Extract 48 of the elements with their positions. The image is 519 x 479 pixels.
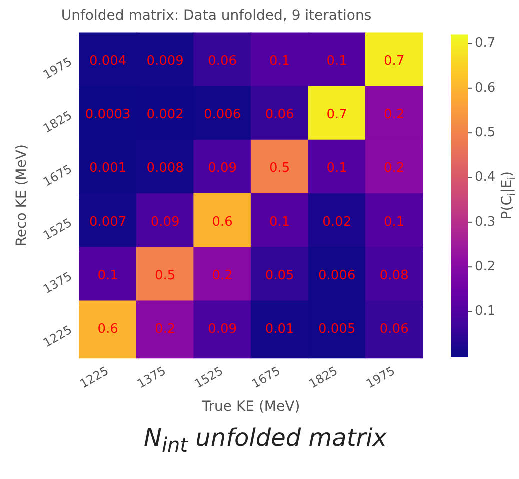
data-label: 0.7 [384, 54, 405, 69]
data-label: 0.06 [265, 108, 294, 123]
color-bar-label: 0.6 [475, 80, 496, 96]
color-bar-label: 0.2 [475, 259, 496, 274]
data-label: 0.02 [322, 214, 352, 230]
data-label: 0.6 [212, 214, 233, 230]
data-label: 0.0003 [85, 108, 131, 123]
data-label: 0.05 [265, 268, 294, 284]
data-label: 0.06 [380, 322, 409, 338]
y-axis-title: Reco KE (MeV) [14, 144, 30, 247]
data-label: 0.007 [89, 214, 127, 230]
data-label: 0.005 [318, 322, 356, 338]
data-label: 0.2 [384, 161, 405, 176]
data-label: 0.006 [204, 108, 242, 123]
data-label: 0.08 [380, 268, 409, 284]
data-label: 0.7 [326, 108, 348, 123]
data-label: 0.2 [212, 268, 233, 284]
data-label: 0.6 [98, 322, 118, 338]
data-label: 0.2 [384, 108, 405, 123]
data-label: 0.1 [98, 268, 118, 284]
color-bar-label: 0.5 [475, 125, 496, 140]
color-bar-label: 0.3 [475, 214, 496, 230]
data-label: 0.1 [270, 214, 290, 230]
data-label: 0.09 [208, 161, 238, 176]
text: N$_{int}$ unfolded matrix [143, 424, 388, 457]
data-label: 0.2 [154, 322, 176, 338]
data-label: 0.009 [146, 54, 184, 69]
data-label: 0.01 [265, 322, 294, 338]
data-label: 0.1 [326, 54, 348, 69]
data-label: 0.09 [150, 214, 180, 230]
data-label: 0.1 [384, 214, 405, 230]
data-label: 0.1 [270, 54, 290, 69]
color-bar-label: 0.4 [475, 170, 496, 186]
color-bar-label: 0.7 [475, 36, 496, 52]
data-label: 0.006 [318, 268, 356, 284]
color-bar-title: P(Ci|Ei) [500, 172, 518, 220]
data-label: 0.001 [89, 161, 127, 176]
data-label: 0.004 [89, 54, 127, 69]
data-label: 0.5 [270, 161, 290, 176]
data-label: 0.002 [146, 108, 184, 123]
data-label: 0.06 [208, 54, 238, 69]
color-bar-label: 0.1 [475, 304, 496, 320]
chart-title: Unfolded matrix: Data unfolded, 9 iterations [61, 8, 372, 24]
data-label: 0.09 [208, 322, 238, 338]
data-label: 0.008 [146, 161, 184, 176]
data-label: 0.5 [154, 268, 176, 284]
data-label: 0.1 [326, 161, 348, 176]
x-axis-title: True KE (MeV) [201, 399, 300, 416]
